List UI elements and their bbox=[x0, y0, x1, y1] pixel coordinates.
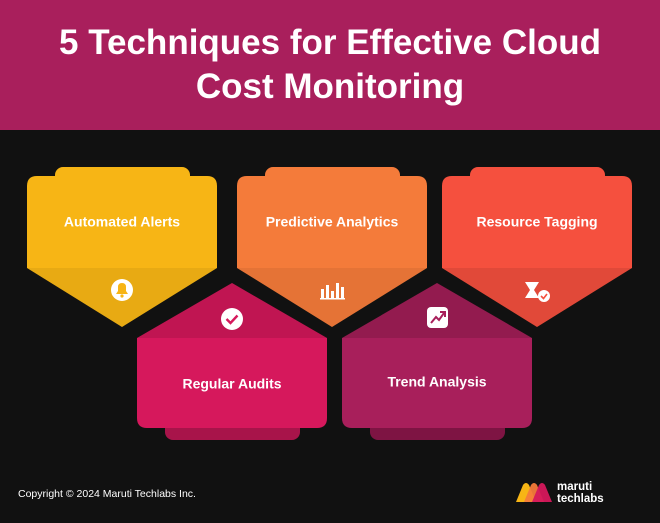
title: 5 Techniques for Effective Cloud Cost Mo… bbox=[59, 23, 601, 106]
logo-text: maruti bbox=[557, 481, 592, 493]
card: Trend Analysis bbox=[342, 283, 532, 440]
card: Regular Audits bbox=[137, 283, 327, 440]
card: Automated Alerts bbox=[27, 167, 217, 327]
card-label: Predictive Analytics bbox=[266, 214, 399, 230]
card-label: Automated Alerts bbox=[64, 214, 180, 230]
card: Resource Tagging bbox=[442, 167, 632, 327]
logo: maruti techlabs bbox=[516, 481, 604, 505]
card-label: Trend Analysis bbox=[387, 374, 486, 390]
header: 5 Techniques for Effective Cloud Cost Mo… bbox=[0, 0, 660, 130]
logo-text: techlabs bbox=[557, 493, 604, 505]
copyright: Copyright © 2024 Maruti Techlabs Inc. bbox=[18, 488, 196, 500]
card: Predictive Analytics bbox=[237, 167, 427, 327]
card-label: Resource Tagging bbox=[476, 214, 597, 230]
card-label: Regular Audits bbox=[182, 376, 281, 392]
